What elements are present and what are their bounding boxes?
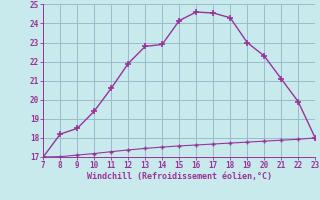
X-axis label: Windchill (Refroidissement éolien,°C): Windchill (Refroidissement éolien,°C) bbox=[87, 172, 272, 181]
